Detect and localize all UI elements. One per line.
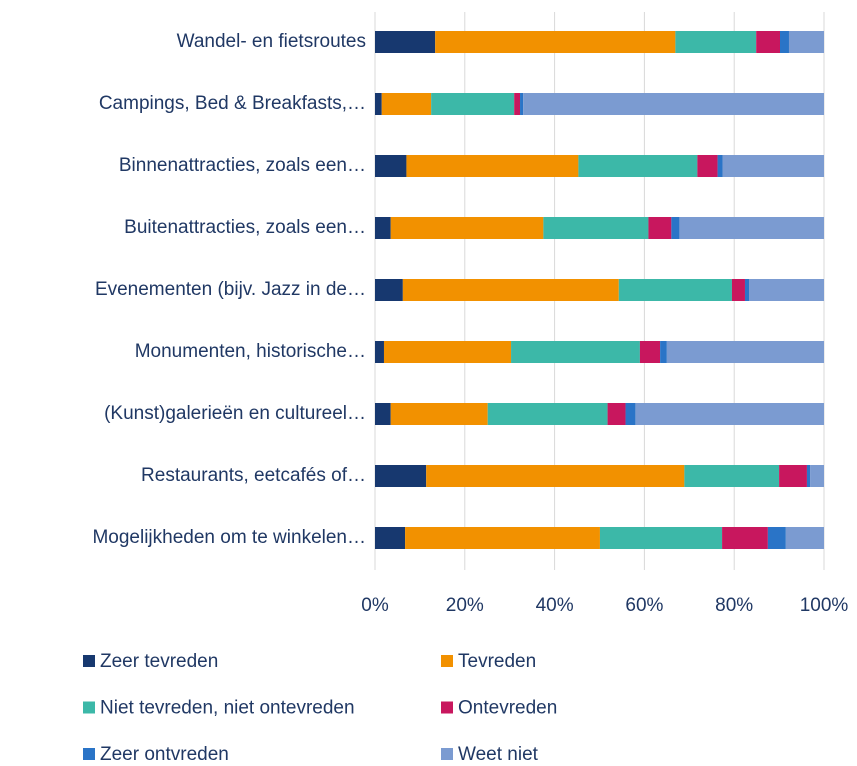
x-tick-label: 100% [800, 595, 849, 616]
x-tick-label: 60% [625, 595, 663, 616]
bar-segment [435, 31, 676, 53]
bar-segment [788, 31, 824, 53]
bar-segment [390, 217, 544, 239]
bar-segment [785, 527, 824, 549]
bar-segment [375, 341, 384, 363]
bar-segment [767, 527, 786, 549]
legend-swatch [441, 655, 453, 667]
bar-segment [375, 279, 403, 301]
bar-segment [684, 465, 780, 487]
legend-swatch [83, 748, 95, 760]
x-tick-label: 80% [715, 595, 753, 616]
bar-segment [523, 93, 824, 115]
legend-label: Zeer ontvreden [100, 744, 229, 765]
y-tick-label: Restaurants, eetcafés of… [141, 465, 366, 486]
bar-segment [779, 31, 789, 53]
bar-segment [806, 465, 811, 487]
bar-segment [390, 403, 488, 425]
legend-swatch [83, 701, 95, 714]
bar-segment [431, 93, 515, 115]
legend-label: Weet niet [458, 744, 539, 765]
bar-segment [543, 217, 649, 239]
bar-segment [675, 31, 757, 53]
bar-segment [578, 155, 698, 177]
legend-swatch [441, 701, 453, 714]
x-tick-label: 0% [361, 595, 389, 616]
legend-label: Niet tevreden, niet ontevreden [100, 698, 355, 719]
bar-segment [625, 403, 636, 425]
bar-segment [679, 217, 824, 239]
bar-segment [717, 155, 723, 177]
bar-segment [487, 403, 608, 425]
bar-segment [639, 341, 661, 363]
bar-segment [722, 155, 824, 177]
bar-segment [383, 341, 512, 363]
bar-segment [731, 279, 745, 301]
bar-segment [607, 403, 626, 425]
bar-segment [381, 93, 432, 115]
bar-segment [375, 527, 406, 549]
bar-segment [671, 217, 680, 239]
y-tick-label: Monumenten, historische… [135, 341, 366, 362]
bar-segment [618, 279, 732, 301]
bar-segment [406, 155, 579, 177]
bar-segment [697, 155, 718, 177]
bar-segment [666, 341, 824, 363]
bar-segment [514, 93, 521, 115]
y-tick-label: Binnenattracties, zoals een… [119, 155, 366, 176]
bar-segment [749, 279, 824, 301]
bar-segment [599, 527, 723, 549]
bar-segment [756, 31, 780, 53]
bar-segment [648, 217, 672, 239]
bar-segment [744, 279, 750, 301]
x-tick-label: 20% [446, 595, 484, 616]
bar-segment [520, 93, 524, 115]
y-tick-label: Evenementen (bijv. Jazz in de… [95, 279, 366, 300]
y-tick-label: Mogelijkheden om te winkelen… [92, 527, 366, 548]
bar-segment [375, 155, 407, 177]
bar-segment [375, 31, 436, 53]
legend-label: Ontevreden [458, 698, 557, 719]
bar-segment [405, 527, 600, 549]
bar-segment [375, 217, 391, 239]
y-tick-label: Campings, Bed & Breakfasts,… [99, 93, 366, 114]
bar-segment [375, 465, 427, 487]
y-tick-label: Wandel- en fietsroutes [177, 31, 366, 52]
bar-segment [779, 465, 807, 487]
bar-segment [660, 341, 667, 363]
bar-segment [810, 465, 824, 487]
legend-swatch [83, 655, 95, 667]
legend-label: Zeer tevreden [100, 651, 218, 672]
bar-segment [511, 341, 640, 363]
x-tick-label: 40% [536, 595, 574, 616]
bar-segment [375, 403, 391, 425]
y-tick-label: Buitenattracties, zoals een… [124, 217, 366, 238]
bar-segment [426, 465, 685, 487]
bar-segment [375, 93, 382, 115]
legend-label: Tevreden [458, 651, 536, 672]
y-tick-label: (Kunst)galerieën en cultureel… [104, 403, 366, 424]
bar-segment [635, 403, 824, 425]
bar-segment [722, 527, 768, 549]
legend-swatch [441, 748, 453, 760]
bar-segment [402, 279, 619, 301]
